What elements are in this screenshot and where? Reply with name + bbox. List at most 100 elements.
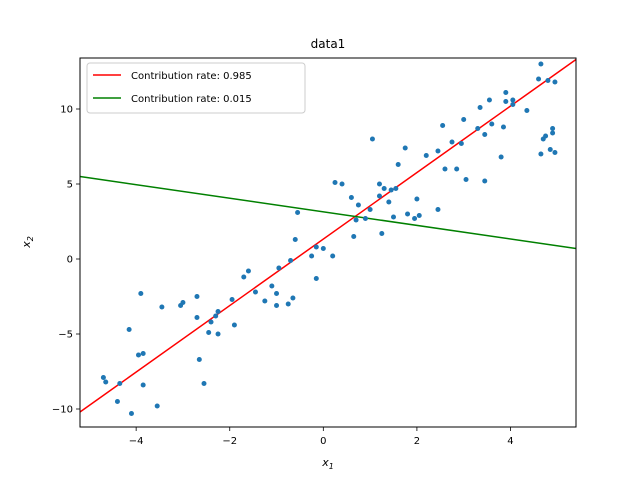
scatter-point (262, 298, 268, 304)
scatter-point (510, 102, 516, 107)
scatter-point (416, 213, 422, 218)
scatter-point (524, 108, 530, 113)
scatter-point (288, 258, 294, 263)
scatter-point (332, 180, 338, 185)
y-axis-label-text: x (20, 241, 33, 249)
y-tick-label: −10 (52, 405, 73, 416)
x-tick-label: −2 (222, 436, 237, 447)
scatter-point (550, 126, 556, 131)
scatter-point (402, 145, 408, 151)
scatter-point (241, 274, 247, 280)
scatter-point (461, 117, 467, 122)
x-tick-label: 4 (507, 436, 513, 447)
scatter-point (140, 382, 146, 388)
scatter-point (201, 381, 207, 386)
x-axis-label-subscript: 1 (329, 462, 334, 471)
scatter-point (440, 123, 446, 128)
scatter-point (547, 147, 553, 152)
scatter-point (274, 291, 280, 296)
scatter-point (154, 403, 160, 409)
scatter-point (477, 105, 483, 110)
y-tick-label: 5 (67, 180, 73, 191)
scatter-point (376, 193, 382, 199)
y-axis-label: x2 (20, 236, 35, 249)
scatter-point (117, 381, 123, 386)
scatter-point (458, 141, 464, 146)
legend-label-2: Contribution rate: 0.015 (131, 94, 252, 105)
scatter-point (536, 76, 542, 82)
legend-label-1: Contribution rate: 0.985 (131, 71, 252, 82)
scatter-point (391, 214, 397, 220)
scatter-point (313, 244, 319, 250)
scatter-point (552, 150, 558, 155)
scatter-point (454, 166, 460, 172)
scatter-point (140, 351, 146, 356)
scatter-point (128, 411, 134, 416)
scatter-point (229, 297, 235, 302)
scatter-point (538, 61, 544, 67)
scatter-point (276, 265, 282, 271)
scatter-point (423, 153, 429, 158)
scatter-point (309, 253, 315, 259)
scatter-point (194, 294, 200, 299)
scatter-point (114, 399, 120, 404)
scatter-point (550, 130, 556, 136)
scatter-point (135, 352, 141, 358)
scatter-point (313, 276, 319, 281)
scatter-point (213, 313, 219, 319)
x-axis-ticks: −4 −2 0 2 4 (129, 427, 514, 447)
x-axis-label: x1 (321, 456, 334, 471)
scatter-point (196, 357, 202, 362)
line-series-2 (79, 175, 577, 250)
scatter-point (126, 327, 132, 332)
y-tick-label: 10 (60, 105, 73, 116)
line-series-1 (79, 58, 577, 413)
scatter-point (405, 211, 411, 217)
fitted-lines (79, 58, 577, 413)
scatter-point (449, 139, 455, 145)
scatter-point (103, 379, 109, 385)
scatter-point (498, 154, 504, 160)
scatter-point (194, 315, 200, 320)
scatter-point (500, 124, 506, 130)
scatter-point (388, 187, 394, 193)
x-tick-label: 0 (320, 436, 326, 447)
scatter-point (285, 301, 291, 307)
x-axis-label-text: x (321, 456, 329, 469)
scatter-point (435, 207, 441, 212)
x-tick-label: 2 (414, 436, 420, 447)
legend: Contribution rate: 0.985 Contribution ra… (86, 62, 306, 114)
scatter-point (215, 331, 221, 337)
scatter-point (538, 151, 544, 157)
scatter-point (159, 304, 165, 310)
scatter-point (330, 253, 336, 259)
scatter-points (100, 61, 558, 416)
scatter-point (489, 121, 495, 127)
scatter-point (295, 210, 301, 215)
scatter-point (292, 237, 298, 242)
scatter-point (138, 291, 144, 296)
scatter-point (269, 283, 275, 289)
scatter-point (482, 132, 488, 137)
x-tick-label: −4 (129, 436, 144, 447)
y-axis-ticks: −10 −5 0 5 10 (52, 105, 80, 416)
y-tick-label: −5 (58, 330, 73, 341)
plot-area (79, 58, 577, 416)
legend-box (86, 62, 306, 114)
scatter-point (206, 330, 212, 335)
scatter-point (486, 97, 492, 103)
scatter-point (245, 268, 251, 274)
scatter-point (543, 133, 549, 139)
scatter-point (510, 97, 516, 103)
scatter-point (376, 181, 382, 187)
scatter-point (379, 231, 385, 236)
scatter-point (412, 216, 418, 221)
scatter-point (552, 79, 558, 85)
scatter-point (442, 166, 448, 172)
scatter-point (351, 234, 357, 239)
scatter-point (386, 199, 392, 205)
scatter-point (393, 186, 399, 191)
scatter-point (367, 207, 373, 212)
